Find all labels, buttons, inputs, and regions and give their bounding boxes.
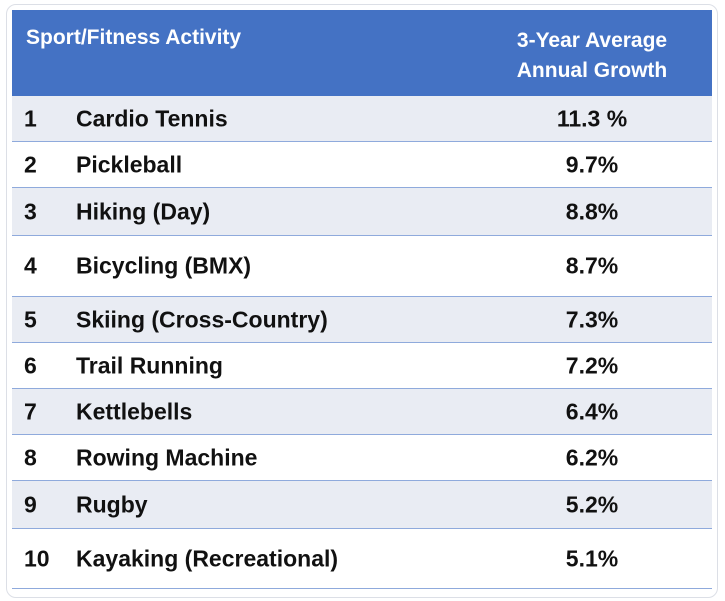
row-growth-value: 5.1%	[565, 545, 619, 571]
row-growth-value: 8.7%	[565, 252, 619, 279]
row-activity: Bicycling (BMX)	[76, 252, 252, 279]
row-rank: 8	[24, 444, 37, 470]
growth-table: Sport/Fitness Activity 3-Year Average An…	[12, 10, 712, 589]
row-growth-value: 7.2%	[565, 352, 619, 378]
row-activity: Rugby	[76, 491, 148, 517]
table-row: 6 Trail Running 7.2%	[12, 343, 712, 389]
row-rank: 2	[24, 151, 37, 177]
row-rank: 4	[24, 252, 37, 279]
table-row: 2 Pickleball 9.7%	[12, 142, 712, 188]
table-frame: Sport/Fitness Activity 3-Year Average An…	[6, 4, 718, 598]
row-growth-value: 7.3%	[565, 306, 619, 332]
row-growth-value: 9.7%	[565, 151, 619, 177]
table-row: 8 Rowing Machine 6.2%	[12, 435, 712, 481]
row-growth-value: 6.4%	[565, 398, 619, 424]
header-growth: 3-Year Average Annual Growth	[492, 26, 692, 86]
row-activity: Hiking (Day)	[76, 198, 211, 224]
row-growth-value: 6.2%	[565, 444, 619, 470]
row-growth-value: 5.2%	[565, 491, 619, 517]
table-header: Sport/Fitness Activity 3-Year Average An…	[12, 10, 712, 96]
row-rank: 5	[24, 306, 37, 332]
row-growth-value: 8.8%	[565, 198, 619, 224]
row-rank: 7	[24, 398, 37, 424]
header-activity: Sport/Fitness Activity	[26, 26, 242, 49]
row-activity: Kettlebells	[76, 398, 193, 424]
row-rank: 10	[24, 545, 50, 571]
row-activity: Cardio Tennis	[76, 105, 228, 131]
row-rank: 1	[24, 105, 37, 131]
row-growth-value: 11.3 %	[556, 105, 628, 131]
header-growth-line2: Annual Growth	[516, 59, 668, 82]
header-growth-line1: 3-Year Average	[516, 29, 668, 52]
row-activity: Kayaking (Recreational)	[76, 545, 339, 571]
table-row: 9 Rugby 5.2%	[12, 481, 712, 529]
row-rank: 6	[24, 352, 37, 378]
table-row: 5 Skiing (Cross-Country) 7.3%	[12, 297, 712, 343]
row-activity: Trail Running	[76, 352, 223, 378]
table-body: 1 Cardio Tennis 11.3 % 2 Pickleball 9.7% 3 Hiki…	[12, 96, 712, 589]
table-row: 3 Hiking (Day) 8.8%	[12, 188, 712, 236]
table-row: 1 Cardio Tennis 11.3 %	[12, 96, 712, 142]
table-row: 4 Bicycling (BMX) 8.7%	[12, 236, 712, 297]
row-rank: 9	[24, 491, 37, 517]
table-row: 10 Kayaking (Recreational) 5.1%	[12, 529, 712, 589]
row-activity: Pickleball	[76, 151, 183, 177]
table-row: 7 Kettlebells 6.4%	[12, 389, 712, 435]
row-rank: 3	[24, 198, 37, 224]
row-activity: Rowing Machine	[76, 444, 258, 470]
row-activity: Skiing (Cross-Country)	[76, 306, 328, 332]
